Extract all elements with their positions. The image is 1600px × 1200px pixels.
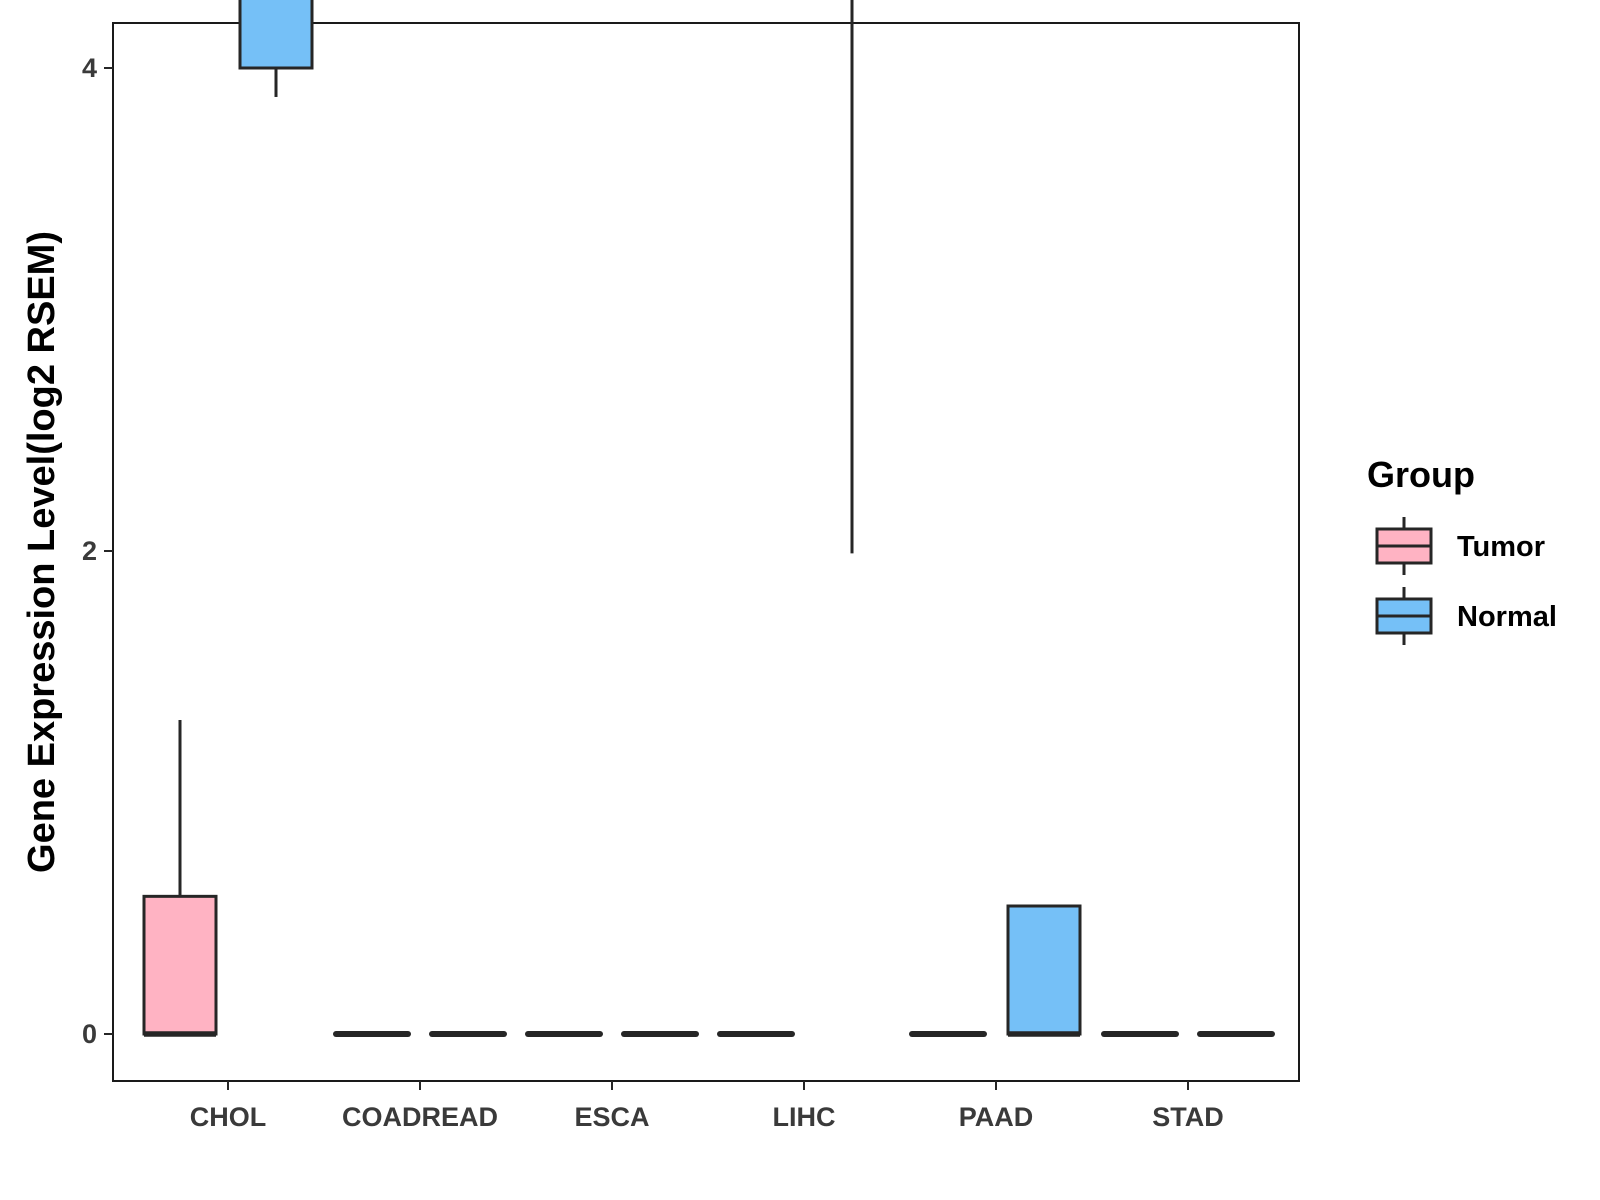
y-tick-label: 2 — [82, 536, 97, 566]
plot-panel — [112, 22, 1300, 1082]
y-axis-title: Gene Expression Level(log2 RSEM) — [21, 231, 63, 873]
x-tick-label: CHOL — [190, 1102, 267, 1132]
box-tumor-chol — [142, 720, 218, 1037]
box-body — [142, 894, 218, 1036]
box-normal-chol — [238, 0, 314, 97]
legend-label: Tumor — [1457, 531, 1545, 563]
legend-entry-tumor: Tumor — [1375, 517, 1545, 575]
y-tick-label: 0 — [82, 1019, 97, 1049]
x-tick-label: STAD — [1152, 1102, 1224, 1132]
box-body — [1006, 904, 1082, 1036]
x-axis: CHOL COADREAD ESCA LIHC PAAD STAD — [190, 1081, 1224, 1132]
legend: Group Tumor Normal — [1367, 454, 1557, 645]
x-tick-label: ESCA — [574, 1102, 649, 1132]
legend-entry-normal: Normal — [1375, 587, 1557, 645]
x-tick-label: LIHC — [773, 1102, 836, 1132]
box-normal-paad — [1006, 904, 1082, 1037]
x-tick-label: COADREAD — [342, 1102, 498, 1132]
legend-label: Normal — [1457, 601, 1557, 633]
y-axis: 02468 — [82, 53, 113, 1049]
box-series — [142, 0, 1275, 1037]
box-body — [238, 0, 314, 70]
box-normal-lihc — [850, 0, 854, 554]
x-tick-label: PAAD — [959, 1102, 1034, 1132]
y-tick-label: 4 — [82, 53, 97, 83]
legend-title: Group — [1367, 454, 1475, 495]
